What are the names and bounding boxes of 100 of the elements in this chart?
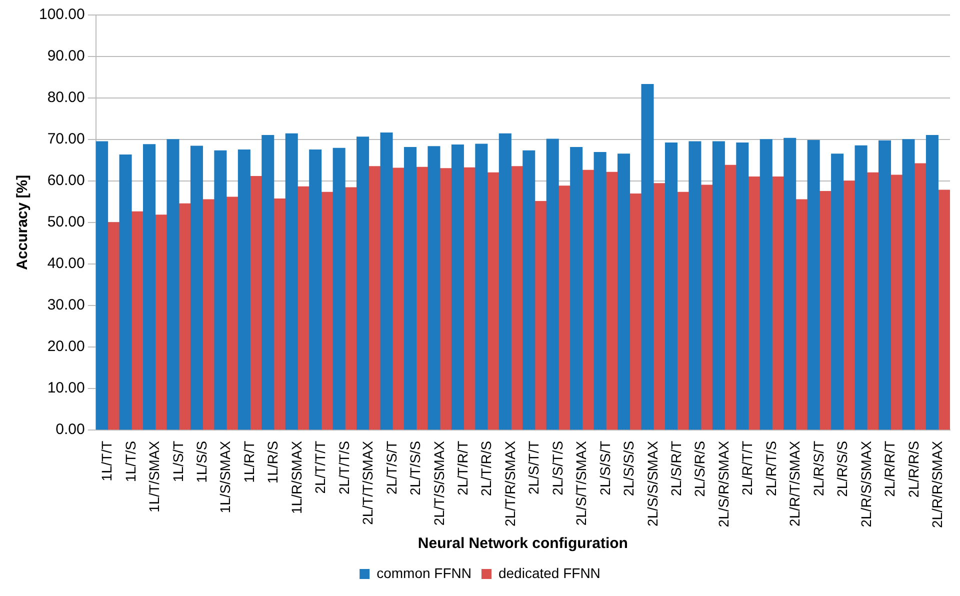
bar (594, 152, 606, 430)
bar (641, 84, 654, 430)
bar (807, 140, 820, 430)
legend-label: dedicated FFNN (498, 564, 600, 581)
x-tick-label: 1L/T/SMAX (146, 440, 162, 512)
bar (784, 138, 796, 430)
y-tick-label: 100.00 (38, 6, 85, 24)
y-tick-label: 60.00 (47, 172, 85, 190)
bar (700, 184, 714, 430)
x-tick-label: 2L/S/T/SMAX (573, 440, 590, 526)
x-tick-label: 1L/S/SMAX (217, 440, 234, 514)
bar (664, 142, 678, 430)
y-tick-label: 10.00 (47, 380, 85, 397)
x-tick-label: 2L/R/S/S (834, 440, 850, 497)
x-tick-label: 1L/S/T (170, 440, 186, 482)
bar (878, 140, 892, 430)
x-tick-label: 1L/R/SMAX (288, 440, 304, 514)
bar (238, 150, 250, 430)
x-tick-label: 2L/S/R/T (668, 440, 684, 496)
x-tick-label: 2L/R/T/SMAX (786, 440, 803, 526)
bar (285, 133, 298, 430)
y-tick-label: 80.00 (47, 89, 85, 106)
x-tick-label: 2L/T/S/SMAX (430, 440, 447, 526)
x-tick-label: 2L/R/T/S (762, 440, 779, 496)
bar (309, 150, 322, 430)
bar (712, 141, 725, 430)
x-tick-label: 1L/R/T (240, 440, 257, 483)
x-tick-label: 2L/T/T/T (312, 440, 328, 494)
bar (760, 139, 772, 430)
bar (190, 146, 203, 430)
bar (214, 150, 227, 430)
x-axis-title: Neural Network configuration (418, 535, 628, 552)
x-tick-label: 1L/T/S (122, 440, 138, 482)
bar (320, 192, 334, 430)
bar (368, 166, 381, 430)
x-tick-label: 2L/T/T/SMAX (360, 440, 376, 525)
x-tick-label: 2L/T/T/S (336, 440, 352, 495)
bar (107, 222, 120, 430)
x-tick-label: 2L/S/R/S (692, 440, 708, 497)
y-tick-label: 20.00 (47, 338, 85, 356)
x-tick-label: 2L/S/S/T (596, 440, 613, 496)
bar (902, 139, 915, 430)
bar (534, 200, 547, 430)
legend-label: common FFNN (376, 564, 472, 581)
x-tick-label: 2L/T/R/SMAX (502, 440, 518, 526)
bar (736, 142, 749, 430)
bar (356, 136, 370, 430)
bar (475, 144, 488, 430)
bar (404, 147, 417, 430)
bar (119, 154, 132, 430)
y-tick-label: 70.00 (47, 130, 85, 148)
x-tick-label: 1L/R/S (264, 440, 281, 484)
bar (166, 139, 180, 430)
bar (795, 199, 808, 430)
x-tick-label: 2L/R/R/T (882, 440, 898, 497)
y-tick-label: 90.00 (47, 48, 85, 65)
bar (428, 146, 440, 430)
x-tick-label: 2L/S/T/T (526, 440, 542, 495)
x-tick-label: 2L/T/S/S (407, 440, 424, 496)
y-tick-label: 40.00 (47, 255, 85, 272)
y-tick-label: 50.00 (47, 214, 85, 231)
bar (582, 170, 594, 430)
bar (178, 203, 192, 430)
x-tick-label: 1L/T/T (98, 440, 115, 482)
bar (618, 154, 630, 430)
x-tick-label: 2L/R/S/SMAX (858, 440, 874, 528)
bar (380, 132, 393, 430)
bar (498, 133, 512, 430)
bar (440, 168, 452, 430)
x-tick-label: 2L/S/S/SMAX (644, 440, 660, 526)
x-tick-label: 2L/T/S/T (383, 440, 400, 495)
bar (926, 134, 938, 430)
bar (938, 190, 950, 430)
bar (914, 163, 927, 430)
bar (570, 147, 583, 430)
x-tick-label: 2L/S/S/S (620, 440, 637, 496)
bar (854, 145, 868, 430)
bar (831, 154, 844, 430)
y-tick-label: 30.00 (47, 296, 85, 314)
bar (332, 148, 346, 430)
x-tick-label: 1L/S/S (194, 440, 210, 483)
x-tick-label: 2L/R/R/SMAX (928, 440, 945, 528)
y-axis-title: Accuracy [%] (14, 174, 32, 270)
bar (748, 176, 761, 430)
x-tick-label: 2L/S/T/S (549, 440, 566, 496)
x-tick-label: 2L/S/R/SMAX (715, 440, 732, 528)
bar (262, 134, 274, 430)
bar (688, 141, 702, 430)
bar (522, 150, 536, 430)
bar (842, 180, 856, 430)
x-tick-label: 2L/R/R/S (905, 440, 922, 498)
x-tick-label: 2L/R/S/T (810, 440, 826, 496)
bar (546, 138, 559, 430)
bar (273, 198, 286, 430)
x-tick-label: 2L/R/T/T (739, 440, 756, 496)
x-tick-label: 2L/T/R/S (478, 440, 494, 496)
bar (143, 144, 156, 430)
bar (487, 172, 500, 430)
x-tick-label: 2L/T/R/T (454, 440, 470, 496)
bar (96, 141, 108, 430)
